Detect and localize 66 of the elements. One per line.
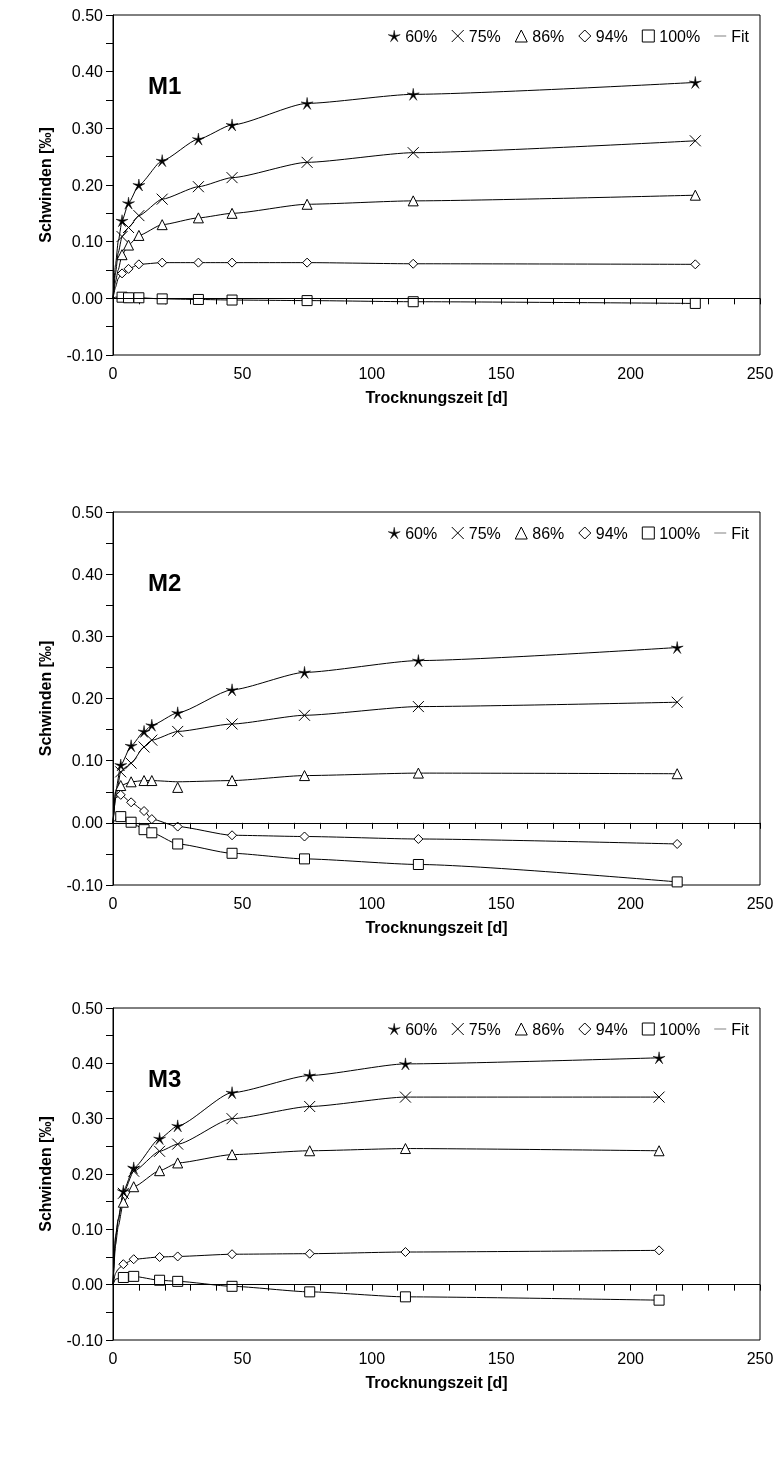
y-tick-label: 0.20 bbox=[71, 690, 104, 707]
y-tick-label: 0.10 bbox=[71, 233, 104, 251]
y-axis-title: Schwinden [‰] bbox=[36, 1116, 54, 1232]
x-tick-label: 250 bbox=[746, 364, 774, 382]
legend-label: 100% bbox=[659, 524, 701, 542]
y-tick-label: 0.00 bbox=[71, 814, 104, 832]
legend-label: Fit bbox=[731, 524, 750, 542]
legend-label: 60% bbox=[405, 27, 438, 45]
y-tick-label: 0.00 bbox=[71, 289, 104, 307]
legend-label: 94% bbox=[595, 27, 628, 45]
y-axis-title: Schwinden [‰] bbox=[36, 640, 54, 757]
x-tick-label: 100 bbox=[358, 364, 386, 382]
x-axis-title: Trocknungszeit [d] bbox=[365, 388, 508, 406]
legend-label: 86% bbox=[532, 27, 565, 45]
x-tick-label: 250 bbox=[746, 894, 774, 912]
x-tick-label: 150 bbox=[487, 1349, 515, 1367]
x-tick-label: 100 bbox=[358, 894, 386, 912]
x-tick-label: 0 bbox=[108, 364, 118, 382]
legend-label: 86% bbox=[532, 524, 565, 542]
x-axis-title: Trocknungszeit [d] bbox=[365, 918, 508, 936]
y-tick-label: 0.40 bbox=[71, 63, 104, 81]
y-tick-label: 0.30 bbox=[71, 1110, 104, 1128]
x-tick-label: 200 bbox=[617, 894, 645, 912]
x-tick-label: 0 bbox=[108, 1349, 118, 1367]
annotation: M3 bbox=[148, 1064, 182, 1092]
legend-label: 75% bbox=[468, 27, 501, 45]
y-tick-label: -0.10 bbox=[66, 876, 104, 894]
y-tick-label: 0.10 bbox=[71, 1220, 104, 1238]
x-axis-title: Trocknungszeit [d] bbox=[365, 1373, 508, 1391]
y-tick-label: 0.50 bbox=[71, 999, 104, 1017]
y-tick-label: 0.30 bbox=[71, 627, 104, 645]
annotation: M2 bbox=[148, 568, 182, 596]
x-tick-label: 50 bbox=[233, 1349, 252, 1367]
legend-label: 60% bbox=[405, 1020, 438, 1038]
y-tick-label: 0.10 bbox=[71, 752, 104, 770]
y-tick-label: -0.10 bbox=[66, 346, 104, 364]
y-tick-label: 0.20 bbox=[71, 1165, 104, 1183]
x-tick-label: 0 bbox=[108, 894, 118, 912]
y-tick-label: -0.10 bbox=[66, 1331, 104, 1349]
legend-label: 94% bbox=[595, 524, 628, 542]
y-tick-label: 0.00 bbox=[71, 1276, 104, 1294]
legend-label: 75% bbox=[468, 524, 501, 542]
y-tick-label: 0.40 bbox=[71, 565, 104, 583]
x-tick-label: 50 bbox=[233, 894, 252, 912]
legend-label: Fit bbox=[731, 1020, 750, 1038]
legend-label: Fit bbox=[731, 27, 750, 45]
x-tick-label: 150 bbox=[487, 364, 515, 382]
x-tick-label: 200 bbox=[617, 364, 645, 382]
legend-label: 60% bbox=[405, 524, 438, 542]
y-tick-label: 0.30 bbox=[71, 119, 104, 137]
legend-label: 100% bbox=[659, 27, 701, 45]
y-tick-label: 0.50 bbox=[71, 503, 104, 521]
y-tick-label: 0.40 bbox=[71, 1054, 104, 1072]
x-tick-label: 250 bbox=[746, 1349, 774, 1367]
annotation: M1 bbox=[148, 71, 182, 99]
legend-label: 86% bbox=[532, 1020, 565, 1038]
y-tick-label: 0.50 bbox=[71, 6, 104, 24]
x-tick-label: 150 bbox=[487, 894, 515, 912]
legend-label: 100% bbox=[659, 1020, 701, 1038]
x-tick-label: 200 bbox=[617, 1349, 645, 1367]
x-tick-label: 100 bbox=[358, 1349, 386, 1367]
y-axis-title: Schwinden [‰] bbox=[36, 127, 54, 243]
legend-label: 94% bbox=[595, 1020, 628, 1038]
x-tick-label: 50 bbox=[233, 364, 252, 382]
y-tick-label: 0.20 bbox=[71, 176, 104, 194]
legend-label: 75% bbox=[468, 1020, 501, 1038]
